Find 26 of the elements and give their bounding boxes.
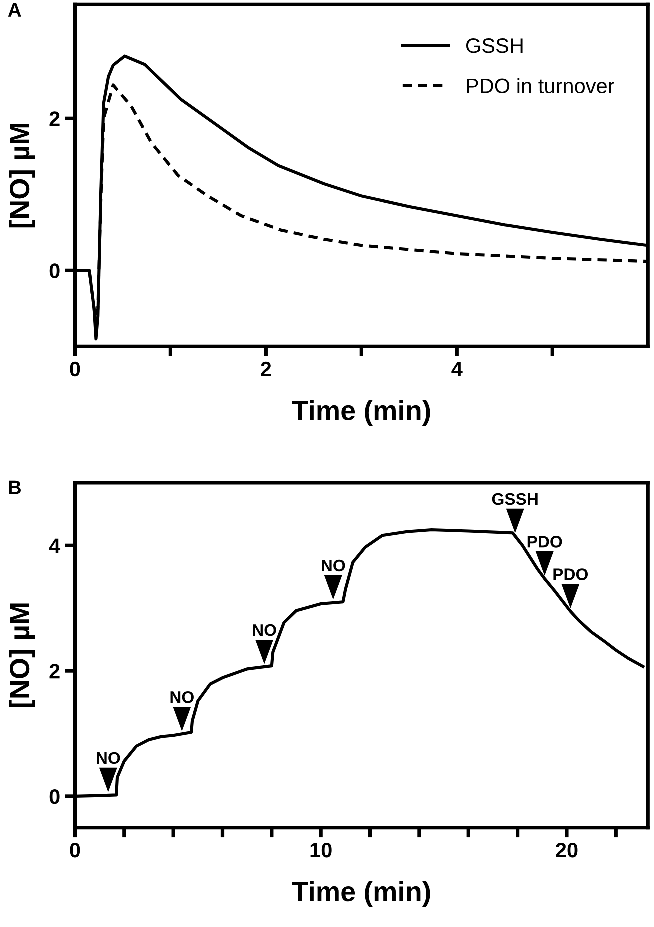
text: B	[9, 480, 22, 494]
legend-label: PDO in turnover	[467, 78, 614, 94]
y-tick-label: 4	[49, 538, 61, 554]
legend-label: GSSH	[466, 38, 523, 54]
annotation: GSSH	[492, 493, 538, 506]
annotation: NO	[253, 624, 276, 636]
x-tick-label: 0	[70, 842, 80, 858]
annotation: PDO	[528, 536, 562, 548]
annotation: NO	[170, 692, 194, 704]
y-tick-label: 2	[50, 664, 60, 679]
y-axis-title: [NO] µM	[9, 604, 36, 708]
text: A	[8, 3, 22, 17]
y-axis-title: [NO] µM	[9, 124, 36, 228]
y-tick-label: 2	[50, 112, 60, 126]
annotation: PDO	[554, 568, 588, 580]
annotation: NO	[97, 752, 120, 764]
x-axis-title: Time (min)	[292, 400, 430, 426]
x-tick-label: 20	[556, 842, 578, 858]
y-tick-label: 0	[50, 264, 60, 278]
x-tick-label: 0	[70, 362, 80, 377]
annotation: NO	[322, 560, 346, 572]
x-tick-label: 2	[261, 362, 272, 376]
x-tick-label: 10	[310, 842, 332, 858]
x-tick-label: 4	[452, 362, 463, 376]
x-axis-title: Time (min)	[292, 881, 430, 908]
y-tick-label: 0	[50, 789, 60, 804]
